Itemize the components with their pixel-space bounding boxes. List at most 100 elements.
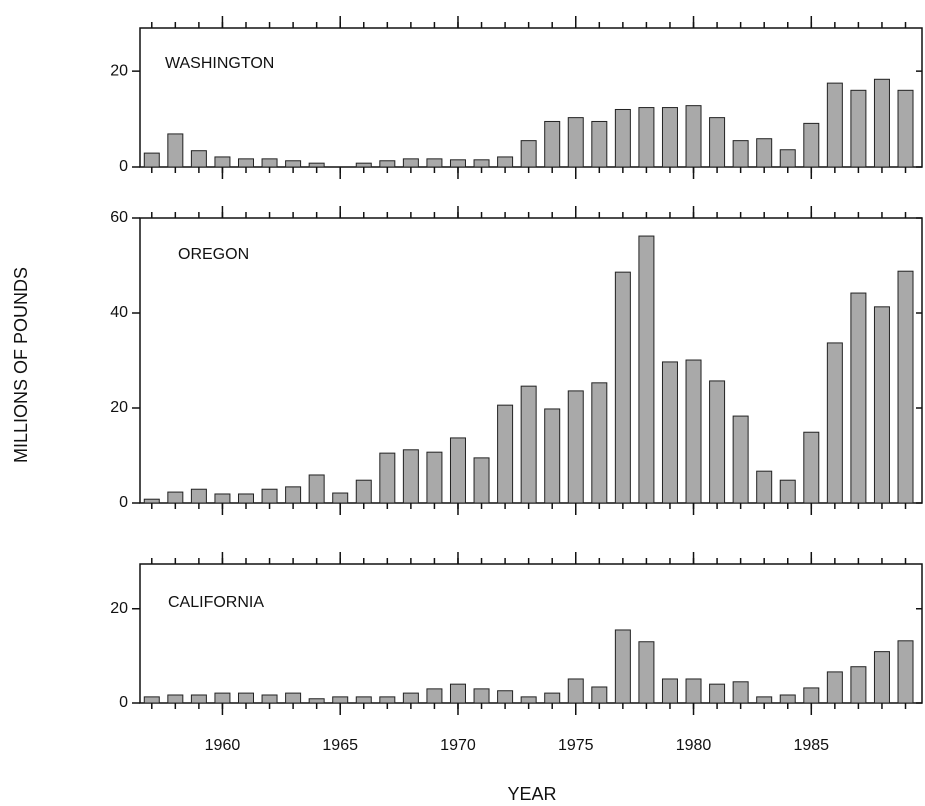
bar (355, 479, 372, 504)
bar (237, 158, 254, 168)
bar (685, 105, 702, 168)
bar (567, 390, 584, 504)
bar (591, 120, 608, 168)
bar (756, 138, 773, 168)
bar (873, 651, 890, 704)
bar (826, 82, 843, 168)
bar (449, 683, 466, 704)
bar (756, 696, 773, 704)
y-tick-label: 20 (110, 399, 128, 416)
bar (779, 149, 796, 168)
x-tick-label: 1975 (558, 737, 594, 754)
bar (497, 156, 514, 168)
x-axis-label: YEAR (507, 784, 556, 804)
x-tick-label: 1965 (322, 737, 358, 754)
y-tick-label: 60 (110, 209, 128, 226)
bar (779, 479, 796, 504)
bar (190, 694, 207, 704)
y-axis-label: MILLIONS OF POUNDS (11, 267, 31, 463)
bar (473, 159, 490, 168)
bar (214, 692, 231, 704)
panel-title: OREGON (178, 246, 249, 263)
bar (614, 629, 631, 704)
bar (190, 488, 207, 504)
bar (850, 89, 867, 168)
bar (497, 690, 514, 704)
bar (143, 696, 160, 704)
bar (261, 158, 278, 168)
x-tick-label: 1960 (205, 737, 241, 754)
y-tick-label: 40 (110, 304, 128, 321)
bar (237, 692, 254, 704)
panel-frame (139, 563, 923, 704)
bar (520, 696, 537, 704)
bar (850, 666, 867, 704)
bar (826, 342, 843, 504)
bar (850, 292, 867, 504)
bar (756, 470, 773, 504)
bar (167, 694, 184, 704)
bar (732, 681, 749, 704)
bar (190, 150, 207, 168)
bar (214, 156, 231, 168)
bar (332, 492, 349, 504)
bar (426, 451, 443, 504)
bar (167, 491, 184, 504)
bar (497, 404, 514, 504)
bar (661, 678, 678, 704)
bar (237, 493, 254, 504)
bar (614, 271, 631, 504)
bar (803, 122, 820, 168)
bar (426, 688, 443, 704)
bar (897, 640, 914, 704)
bar (779, 694, 796, 704)
bar (709, 683, 726, 704)
y-tick-label: 20 (110, 62, 128, 79)
bar (379, 160, 396, 168)
bar (591, 686, 608, 704)
bar (826, 671, 843, 704)
bar (567, 678, 584, 704)
bar (167, 133, 184, 168)
bar (732, 140, 749, 168)
y-tick-label: 20 (110, 600, 128, 617)
bar (402, 449, 419, 504)
bar (473, 688, 490, 704)
bar (897, 89, 914, 168)
bar (520, 385, 537, 504)
bar (591, 382, 608, 504)
bar (449, 159, 466, 168)
bar (285, 692, 302, 704)
bar (379, 696, 396, 704)
panel-title: WASHINGTON (165, 55, 274, 72)
bar (473, 457, 490, 504)
bar (709, 380, 726, 504)
bar (732, 415, 749, 504)
bar (143, 498, 160, 504)
bar (638, 107, 655, 168)
bar (873, 306, 890, 504)
bar (567, 117, 584, 168)
bar (544, 692, 561, 704)
bar (709, 117, 726, 168)
bar (638, 235, 655, 504)
bar (285, 486, 302, 504)
bar (685, 678, 702, 704)
panel-title: CALIFORNIA (168, 594, 264, 611)
bar (661, 361, 678, 504)
bar (544, 408, 561, 504)
bar (520, 140, 537, 168)
bar (214, 493, 231, 504)
bar (308, 162, 325, 168)
bar (261, 694, 278, 704)
bar (261, 488, 278, 504)
bar (449, 437, 466, 504)
bar (402, 692, 419, 704)
bar (544, 120, 561, 168)
bar (803, 431, 820, 504)
bar (614, 108, 631, 168)
y-tick-label: 0 (119, 494, 128, 511)
bar (332, 696, 349, 704)
bar (143, 152, 160, 168)
